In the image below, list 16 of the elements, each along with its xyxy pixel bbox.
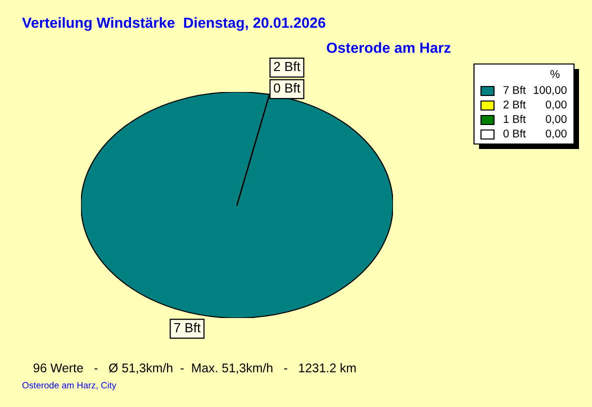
text: Osterode am Harz, City	[22, 382, 116, 390]
legend-title: %	[550, 70, 560, 78]
category-label: 0 Bft	[274, 82, 300, 93]
category-label: 2 Bft	[274, 62, 300, 72]
text: 0,00	[546, 130, 567, 139]
text: 0,00	[546, 100, 567, 110]
legend-label: 1 Bft	[504, 114, 526, 123]
text: 96 Werte - Ø 51,3km/h - Max. 51,3km/h - 1231.2 km	[34, 363, 356, 374]
text: 0,00	[546, 115, 567, 124]
slice-label: 7 Bft	[174, 322, 201, 332]
chart-subtitle: Osterode am Harz	[326, 42, 450, 53]
legend-label: 0 Bft	[503, 129, 526, 138]
chart-title: Verteilung Windstärke Dienstag, 20.01.2026	[22, 17, 326, 31]
legend-label: 7 Bft	[504, 86, 526, 94]
data-label: 100,00	[534, 86, 567, 96]
legend-label: 2 Bft	[504, 100, 526, 108]
